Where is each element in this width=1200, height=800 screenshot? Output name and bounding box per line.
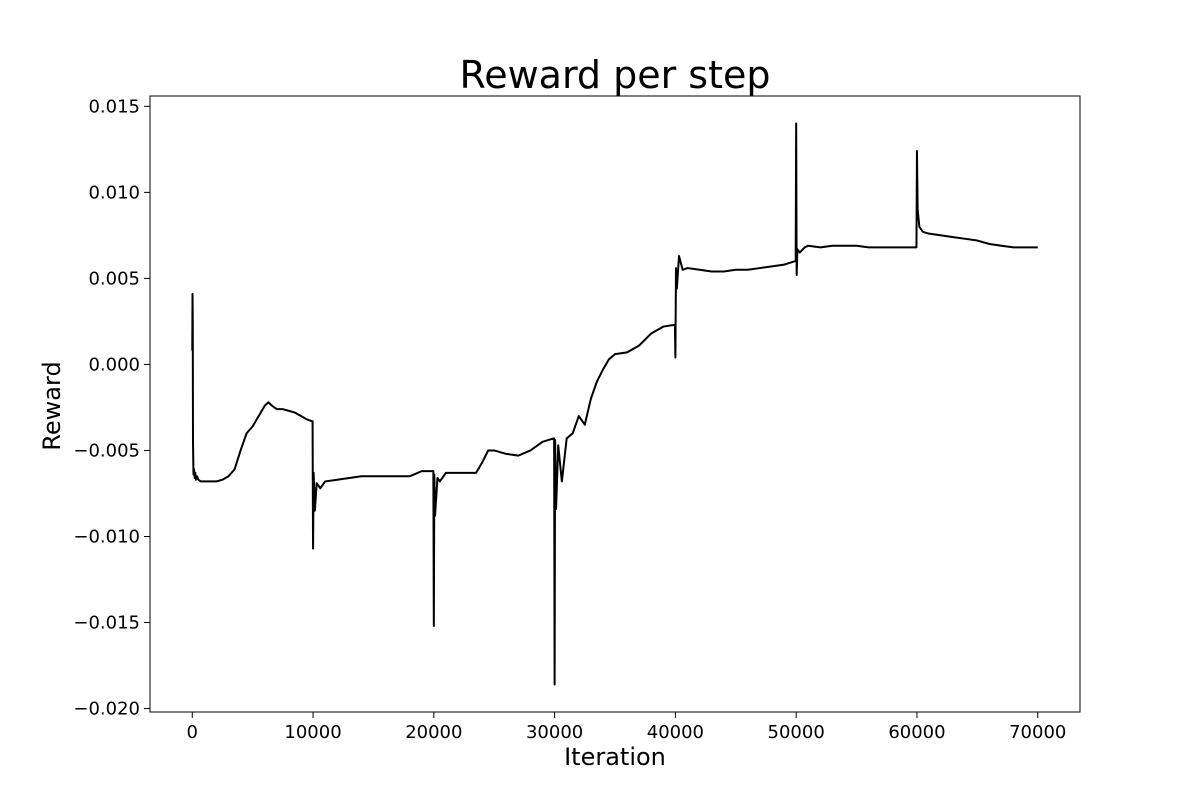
y-tick-label: 0.010 — [88, 182, 140, 203]
x-tick-label: 70000 — [1009, 722, 1066, 743]
y-axis-label: Reward — [38, 361, 66, 450]
x-tick-label: 20000 — [405, 722, 462, 743]
y-tick-label: 0.015 — [88, 96, 140, 117]
x-tick-label: 50000 — [768, 722, 825, 743]
plot-area — [149, 95, 1081, 713]
y-tick-label: −0.015 — [73, 613, 140, 634]
y-tick-label: 0.000 — [88, 354, 140, 375]
y-tick-label: −0.005 — [73, 440, 140, 461]
series-line — [191, 122, 1038, 686]
y-tick-label: −0.010 — [73, 526, 140, 547]
x-axis: 0 10000 20000 30000 40000 50000 60000 70000 — [187, 712, 1066, 743]
y-tick-label: 0.005 — [88, 268, 140, 289]
y-axis: −0.020 −0.015 −0.010 −0.005 0.000 0.005 0.010 0… — [73, 96, 150, 720]
x-tick-label: 40000 — [647, 722, 704, 743]
x-axis-label: Iteration — [564, 743, 666, 771]
chart-title: Reward per step — [460, 53, 771, 97]
x-tick-label: 30000 — [526, 722, 583, 743]
x-tick-label: 10000 — [284, 722, 341, 743]
x-tick-label: 0 — [187, 722, 198, 743]
x-tick-label: 60000 — [888, 722, 945, 743]
y-tick-label: −0.020 — [73, 699, 140, 720]
